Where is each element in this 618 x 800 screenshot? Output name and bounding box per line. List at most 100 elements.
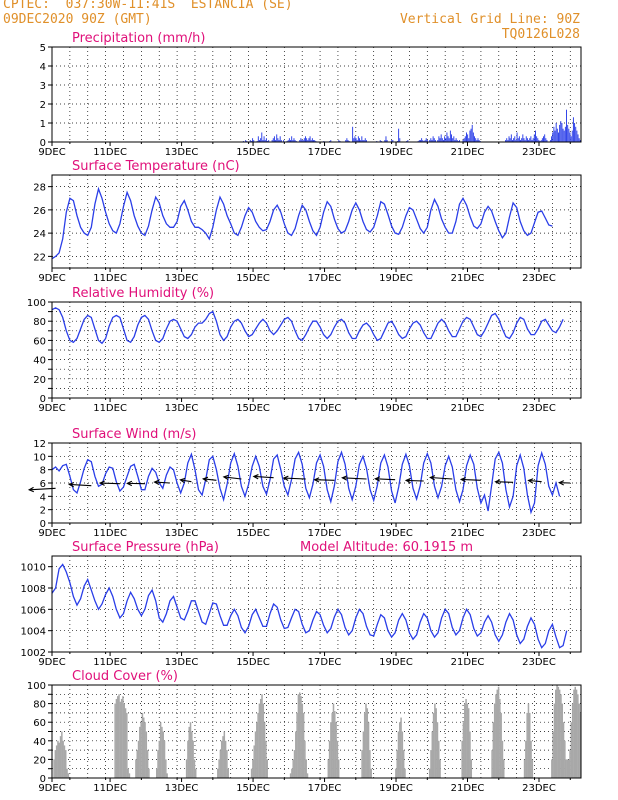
temp-ytick-label: 22 xyxy=(33,252,46,263)
precip-bar xyxy=(561,123,563,142)
wind-arrow-shaft xyxy=(223,476,242,480)
pres-xtick-label: 9DEC xyxy=(38,657,65,668)
precip-bar xyxy=(475,138,477,142)
precip-bar xyxy=(463,138,465,142)
wind-arrow-head xyxy=(494,479,501,485)
precip-bar xyxy=(363,140,365,142)
temp-xtick-label: 23DEC xyxy=(522,273,556,284)
precip-bar xyxy=(446,132,448,142)
precip-bar xyxy=(560,121,562,142)
cloud-bar xyxy=(127,768,129,778)
wind-xtick-label: 23DEC xyxy=(522,528,556,539)
cloud-xtick-label: 9DEC xyxy=(38,783,65,794)
cloud-ytick-label: 80 xyxy=(33,700,46,711)
rh-frame xyxy=(51,301,582,399)
wind-xtick-label: 17DEC xyxy=(308,528,342,539)
cloud-bar xyxy=(365,703,367,778)
precip-ytick-label: 2 xyxy=(40,100,46,111)
cloud-bar xyxy=(252,759,254,778)
precip-bar xyxy=(459,140,461,142)
wind-xtick-label: 21DEC xyxy=(451,528,485,539)
precip-bar xyxy=(464,136,466,142)
model-code: TQ0126L028 xyxy=(501,27,580,42)
precip-bar xyxy=(307,140,309,142)
wind-arrow-head xyxy=(313,477,320,483)
wind-arrow-head xyxy=(126,480,133,487)
precip-bar xyxy=(455,138,457,142)
cloud-bar xyxy=(61,731,63,778)
cloud-bar xyxy=(66,768,68,778)
precip-xtick-label: 19DEC xyxy=(379,147,413,158)
cloud-bar xyxy=(465,698,467,778)
precip-bar xyxy=(535,130,536,142)
temp-ytick-label: 26 xyxy=(33,206,46,217)
cloud-bar xyxy=(142,717,145,778)
precip-bar xyxy=(268,140,270,142)
precip-bar xyxy=(512,140,513,142)
precip-bar xyxy=(277,138,279,142)
cloud-bar xyxy=(297,694,300,778)
precip-ytick-label: 3 xyxy=(40,81,46,92)
precip-bar xyxy=(308,138,310,142)
precip-bar xyxy=(355,138,357,142)
precip-bar xyxy=(245,140,247,142)
precip-bar xyxy=(433,138,435,142)
cloud-bar xyxy=(327,759,330,778)
rh-line xyxy=(51,307,564,345)
wind-arrow-shaft xyxy=(430,476,453,480)
wind-panel: Surface Wind (m/s) 0 2 4 6 8 10 12 9DEC 11DEC 13DE… xyxy=(27,427,582,539)
wind-frame xyxy=(51,442,582,524)
cloud-bar xyxy=(123,703,125,778)
precip-bar xyxy=(454,140,456,142)
cloud-bar xyxy=(155,768,158,778)
precip-bar xyxy=(443,140,444,142)
precip-bar xyxy=(508,136,510,142)
cloud-bar xyxy=(137,740,140,778)
pres-frame xyxy=(51,555,582,653)
precip-bar xyxy=(447,136,449,142)
precip-xtick-label: 17DEC xyxy=(308,147,342,158)
precip-bar xyxy=(276,134,278,142)
precip-bar xyxy=(468,138,470,142)
precip-bar xyxy=(259,140,260,142)
precip-bar xyxy=(576,130,578,142)
cloud-bar xyxy=(193,759,196,778)
precip-bar xyxy=(264,140,266,142)
precip-bar xyxy=(575,126,577,142)
pres-ytick-label: 1004 xyxy=(21,627,46,638)
cloud-bar xyxy=(396,750,398,778)
precip-bar xyxy=(422,140,424,142)
wind-arrow-head xyxy=(429,475,436,481)
rh-ytick-label: 20 xyxy=(33,375,46,386)
precip-bar xyxy=(300,138,302,142)
cloud-bar xyxy=(439,759,441,778)
wind-ytick-label: 6 xyxy=(40,479,46,490)
precip-bar xyxy=(257,136,259,142)
wind-arrow xyxy=(68,482,92,488)
precip-bar xyxy=(556,128,558,142)
pres-subtitle: Model Altitude: 60.1915 m xyxy=(300,540,473,555)
cloud-bar xyxy=(261,694,263,778)
wind-arrow xyxy=(282,475,306,481)
cloud-bar xyxy=(556,685,558,778)
precip-bar xyxy=(379,140,381,142)
precip-bar xyxy=(359,138,360,142)
cloud-bar xyxy=(191,731,193,778)
wind-arrow xyxy=(558,480,571,486)
precip-bar xyxy=(520,140,521,142)
precip-bar xyxy=(356,140,358,142)
wind-arrow-head xyxy=(179,477,186,484)
precip-bar xyxy=(314,140,316,142)
cloud-bar xyxy=(501,740,504,778)
precip-bar xyxy=(338,140,340,142)
cloud-bar xyxy=(530,740,532,778)
precip-bar xyxy=(505,140,507,142)
precip-bar xyxy=(311,138,313,142)
pres-xtick-label: 23DEC xyxy=(522,657,556,668)
precip-bar xyxy=(521,138,523,142)
cloud-bar xyxy=(461,740,463,778)
precip-bar xyxy=(478,140,480,142)
wind-arrow-shaft xyxy=(100,482,120,485)
precip-bar xyxy=(477,138,479,142)
cloud-bar xyxy=(262,703,265,778)
